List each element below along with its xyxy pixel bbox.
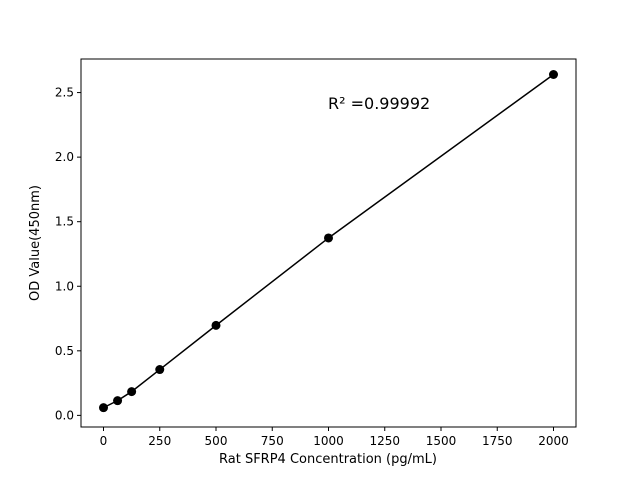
plot-frame	[80, 58, 577, 428]
y-tick-label: 2.0	[55, 150, 74, 164]
data-point	[99, 403, 108, 413]
x-tick-label: 1000	[313, 434, 344, 448]
x-tick-label: 2000	[538, 434, 569, 448]
data-point	[211, 320, 221, 330]
x-tick-label: 250	[148, 434, 171, 448]
y-tick-label: 0.0	[55, 408, 74, 422]
x-tick-label: 1250	[369, 434, 400, 448]
x-axis-label: Rat SFRP4 Concentration (pg/mL)	[219, 452, 437, 467]
y-tick-label: 1.0	[55, 279, 74, 293]
data-point	[155, 365, 165, 375]
y-axis-label: OD Value(450nm)	[28, 185, 43, 301]
x-tick-label: 1500	[426, 434, 457, 448]
x-tick-label: 500	[205, 434, 228, 448]
r-squared-annotation: R² =0.99992	[328, 94, 430, 113]
x-tick-label: 1750	[482, 434, 513, 448]
data-point	[127, 387, 137, 397]
y-tick-label: 0.5	[55, 344, 74, 358]
data-point	[549, 69, 558, 79]
y-tick-label: 1.5	[55, 215, 74, 229]
x-tick-label: 0	[100, 434, 108, 448]
x-tick-label: 750	[261, 434, 284, 448]
data-point	[113, 396, 123, 406]
data-point	[324, 233, 333, 243]
y-tick-label: 2.5	[55, 86, 74, 100]
